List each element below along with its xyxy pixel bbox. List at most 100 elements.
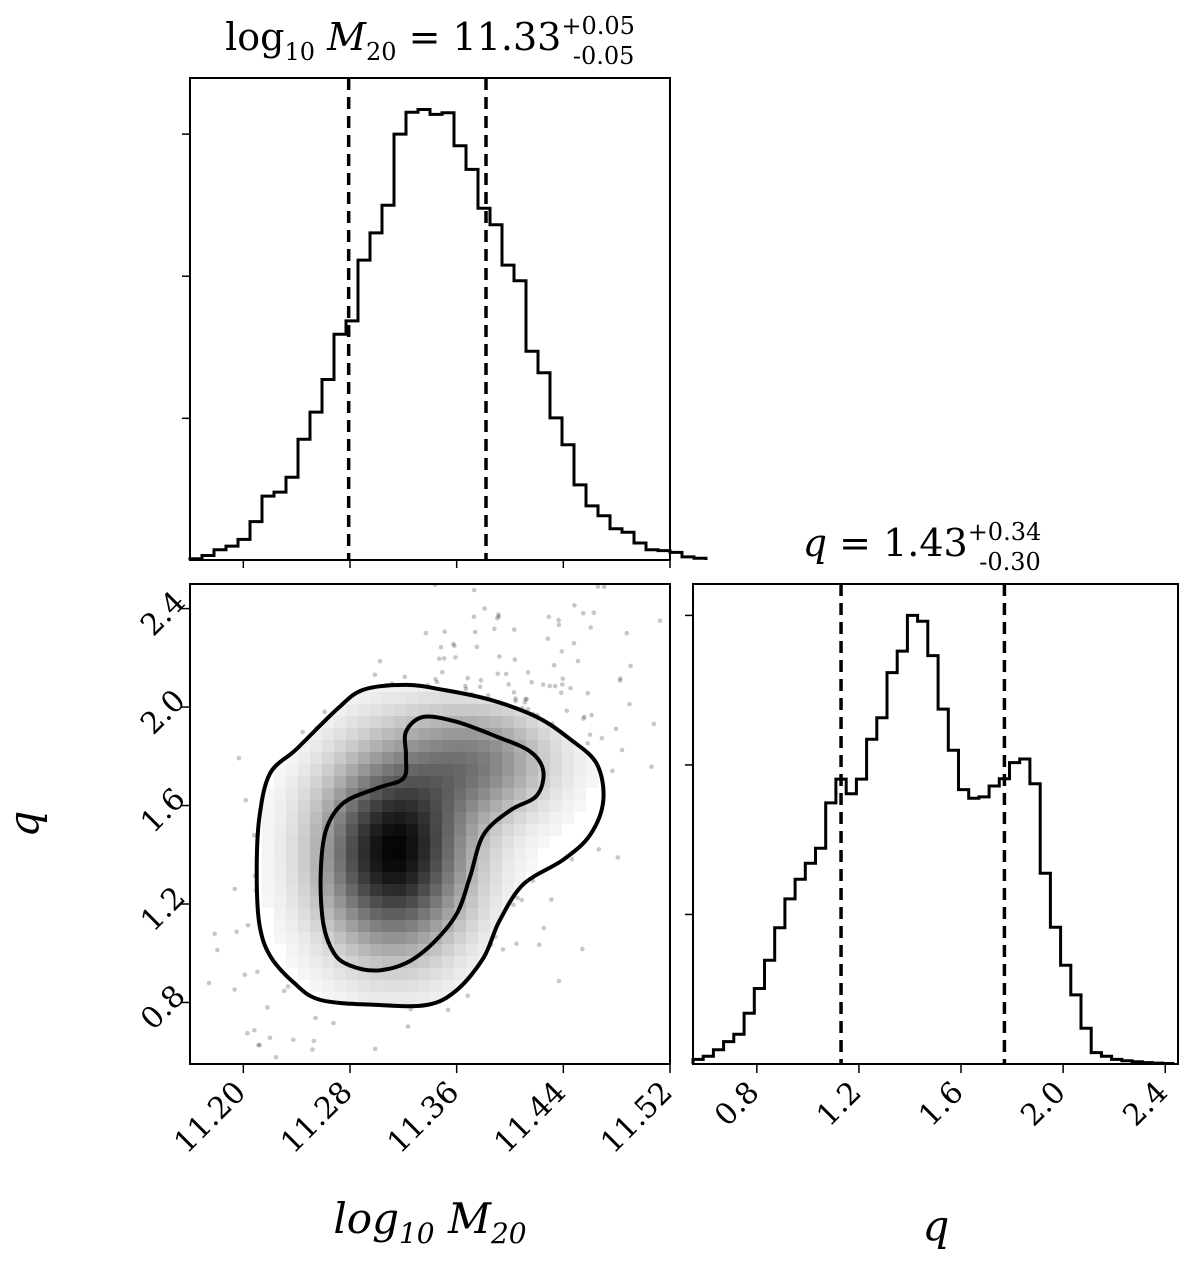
density-cell bbox=[274, 860, 286, 872]
density-cell bbox=[322, 788, 334, 800]
scatter-point bbox=[569, 857, 575, 862]
density-cell bbox=[394, 968, 406, 980]
density-cell bbox=[274, 932, 286, 944]
density-cell bbox=[382, 684, 394, 692]
density-cell bbox=[298, 776, 310, 788]
scatter-point bbox=[451, 641, 456, 647]
density-cell bbox=[466, 920, 478, 932]
density-cell bbox=[370, 728, 382, 740]
density-cell bbox=[382, 980, 394, 992]
density-cell bbox=[370, 992, 382, 1004]
density-cell bbox=[406, 968, 418, 980]
density-cell bbox=[334, 896, 346, 908]
scatter-point bbox=[245, 1030, 250, 1036]
density-cell bbox=[382, 692, 394, 704]
scatter-point bbox=[549, 897, 554, 902]
density-cell bbox=[454, 788, 466, 800]
density-cell bbox=[334, 812, 346, 824]
density-cell bbox=[406, 860, 418, 872]
density-cell bbox=[322, 884, 334, 896]
scatter-point bbox=[524, 696, 529, 702]
density-cell bbox=[538, 728, 550, 740]
density-cell bbox=[382, 920, 394, 932]
density-cell bbox=[466, 776, 478, 788]
density-cell bbox=[406, 980, 418, 992]
density-cell bbox=[286, 764, 298, 776]
density-cell bbox=[298, 848, 310, 860]
density-cell bbox=[262, 896, 274, 908]
scatter-point bbox=[559, 649, 565, 654]
density-cell bbox=[430, 692, 442, 704]
scatter-point bbox=[251, 833, 257, 838]
density-cell bbox=[502, 728, 514, 740]
density-cell bbox=[334, 848, 346, 860]
density-cell bbox=[358, 980, 370, 992]
scatter-point bbox=[500, 947, 506, 952]
density-cell bbox=[502, 716, 514, 728]
density-cell bbox=[286, 908, 298, 920]
density-cell bbox=[394, 684, 406, 692]
density-cell bbox=[394, 800, 406, 812]
density-cell bbox=[538, 704, 550, 716]
scatter-point bbox=[441, 656, 447, 661]
scatter-point bbox=[265, 1005, 270, 1010]
density-cell bbox=[406, 800, 418, 812]
density-cell bbox=[454, 992, 466, 1004]
density-cell bbox=[382, 728, 394, 740]
scatter-point bbox=[588, 625, 594, 630]
scatter-point bbox=[372, 1046, 378, 1052]
scatter-point bbox=[587, 732, 593, 738]
density-cell bbox=[334, 968, 346, 980]
density-cell bbox=[394, 944, 406, 956]
density-cell bbox=[430, 920, 442, 932]
joint-density-panel: 11.20 11.28 11.36 11.44 11.52 0.8 1.2 1.6 2.0 2.4 bbox=[134, 583, 680, 1160]
density-cell bbox=[310, 944, 322, 956]
density-cell bbox=[550, 776, 562, 788]
density-ytick-label: 2.0 bbox=[134, 683, 192, 741]
density-cell bbox=[454, 920, 466, 932]
scatter-point bbox=[651, 721, 657, 727]
scatter-point bbox=[252, 1027, 257, 1033]
density-cell bbox=[406, 692, 418, 704]
density-cell bbox=[550, 752, 562, 764]
axis-labels: log10 M20 = 11.33+0.05 -0.05 q = 1.43+0.34… bbox=[0, 12, 1041, 1250]
density-cell bbox=[286, 896, 298, 908]
scatter-point bbox=[372, 672, 378, 677]
scatter-point bbox=[558, 690, 564, 696]
density-cell bbox=[466, 800, 478, 812]
density-cell bbox=[334, 740, 346, 752]
density-cell bbox=[394, 908, 406, 920]
density-cell bbox=[466, 932, 478, 944]
density-cell bbox=[574, 728, 586, 740]
density-cell bbox=[274, 800, 286, 812]
density-cell bbox=[394, 812, 406, 824]
density-cell bbox=[322, 764, 334, 776]
density-cell bbox=[382, 836, 394, 848]
density-cell bbox=[346, 800, 358, 812]
density-cell bbox=[442, 740, 454, 752]
density-cell bbox=[286, 872, 298, 884]
density-cell bbox=[454, 824, 466, 836]
density-cell bbox=[262, 812, 274, 824]
density-cell bbox=[322, 752, 334, 764]
hist-q-step bbox=[691, 613, 1175, 1065]
density-cell bbox=[370, 836, 382, 848]
density-cell bbox=[478, 968, 490, 980]
scatter-point bbox=[433, 677, 438, 682]
density-cell bbox=[550, 824, 562, 836]
density-cell bbox=[514, 812, 526, 824]
density-cell bbox=[394, 740, 406, 752]
density-cell bbox=[346, 896, 358, 908]
density-cell bbox=[358, 692, 370, 704]
scatter-point bbox=[405, 1024, 411, 1029]
density-cell bbox=[310, 932, 322, 944]
density-cell bbox=[310, 920, 322, 932]
density-cell bbox=[502, 752, 514, 764]
marginal-histogram-m20 bbox=[182, 77, 708, 568]
density-cell bbox=[358, 860, 370, 872]
density-cell bbox=[514, 776, 526, 788]
density-cell bbox=[574, 800, 586, 812]
scatter-point bbox=[523, 696, 528, 702]
scatter-point bbox=[556, 978, 562, 984]
scatter-point bbox=[212, 931, 217, 937]
